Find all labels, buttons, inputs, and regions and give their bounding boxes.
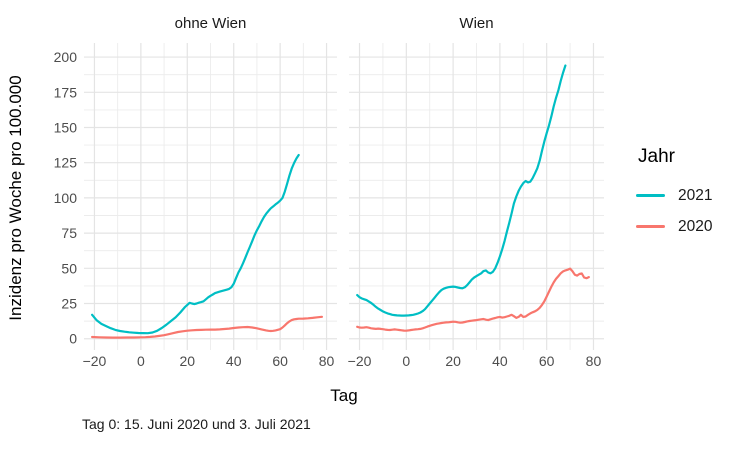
x-tick-label: 60 [539, 353, 555, 369]
y-axis-title: Inzidenz pro Woche pro 100.000 [6, 75, 25, 321]
x-tick-label: 60 [272, 353, 288, 369]
x-tick-label: −20 [83, 353, 107, 369]
y-tick-label: 50 [61, 260, 77, 276]
legend-label-2020: 2020 [678, 217, 713, 235]
line-2021 [91, 153, 300, 335]
legend-item-2020: 2020 [636, 211, 748, 242]
legend: Jahr 2021 2020 [636, 146, 748, 242]
y-tick-label: 175 [54, 84, 78, 100]
x-tick-label: 80 [319, 353, 335, 369]
y-tick-label: 25 [61, 296, 77, 312]
x-tick-label: 0 [402, 353, 410, 369]
legend-line-swatch-2020 [636, 225, 665, 228]
panel-0: −20 0 20 40 60 80 [83, 43, 337, 369]
x-tick-label: 20 [179, 353, 195, 369]
y-tick-label: 0 [69, 331, 77, 347]
x-tick-label: 0 [137, 353, 145, 369]
x-tick-label: 40 [226, 353, 242, 369]
legend-title: Jahr [638, 146, 675, 167]
y-tick-label: 100 [54, 190, 78, 206]
x-tick-label: −20 [348, 353, 372, 369]
y-tick-label: 200 [54, 49, 78, 65]
facet-title-wien: Wien [459, 15, 494, 32]
x-tick-label: 80 [586, 353, 602, 369]
line-2020 [91, 315, 323, 339]
y-tick-label: 75 [61, 225, 77, 241]
panel-1: −20 0 20 40 60 80 [348, 43, 604, 369]
y-tick-label: 150 [54, 119, 78, 135]
x-axis-title: Tag [330, 386, 358, 405]
line-2020 [356, 267, 590, 332]
facet-title-ohne-wien: ohne Wien [174, 15, 247, 32]
caption: Tag 0: 15. Juni 2020 und 3. Juli 2021 [82, 416, 311, 432]
y-tick-label: 125 [54, 155, 78, 171]
x-tick-label: 20 [445, 353, 461, 369]
legend-item-2021: 2021 [636, 180, 748, 211]
legend-label-2021: 2021 [678, 186, 713, 204]
legend-line-swatch-2021 [636, 194, 665, 197]
x-tick-label: 40 [492, 353, 508, 369]
line-2021 [356, 64, 567, 317]
